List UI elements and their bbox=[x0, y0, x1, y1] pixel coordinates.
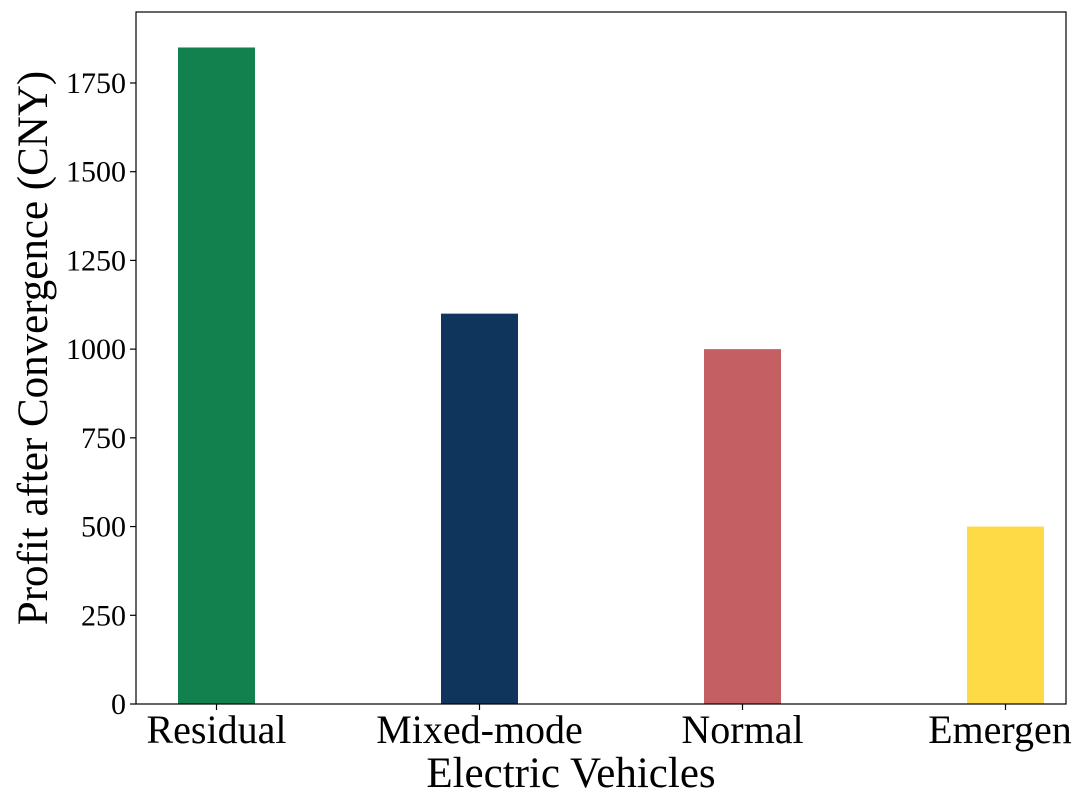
y-tick-label: 1750 bbox=[66, 67, 126, 100]
x-tick-label: Mixed-mode bbox=[376, 707, 583, 752]
y-tick-label: 750 bbox=[81, 422, 126, 455]
x-tick-label: Normal bbox=[681, 707, 803, 752]
bar-normal bbox=[704, 349, 781, 704]
y-tick-label: 500 bbox=[81, 511, 126, 544]
plot-frame bbox=[135, 11, 1067, 705]
bar-residual bbox=[178, 47, 255, 704]
y-tick-label: 1000 bbox=[66, 333, 126, 366]
bar-mixed-mode bbox=[441, 313, 518, 704]
x-axis-title: Electric Vehicles bbox=[426, 750, 715, 791]
y-tick-label: 250 bbox=[81, 599, 126, 632]
y-tick-label: 0 bbox=[111, 688, 126, 721]
y-tick-label: 1250 bbox=[66, 244, 126, 277]
bar-emergent bbox=[967, 526, 1044, 704]
x-ticks-group: Residual Mixed-mode Normal Emergent bbox=[147, 704, 1072, 752]
bars-group bbox=[178, 47, 1044, 704]
x-tick-label: Emergent bbox=[928, 707, 1072, 752]
x-tick-label: Residual bbox=[147, 707, 287, 752]
y-tick-label: 1500 bbox=[66, 156, 126, 189]
y-axis-title: Profit after Convergence (CNY) bbox=[10, 71, 57, 625]
y-ticks-group: 0 250 500 750 1000 1250 1500 1750 bbox=[66, 67, 136, 721]
